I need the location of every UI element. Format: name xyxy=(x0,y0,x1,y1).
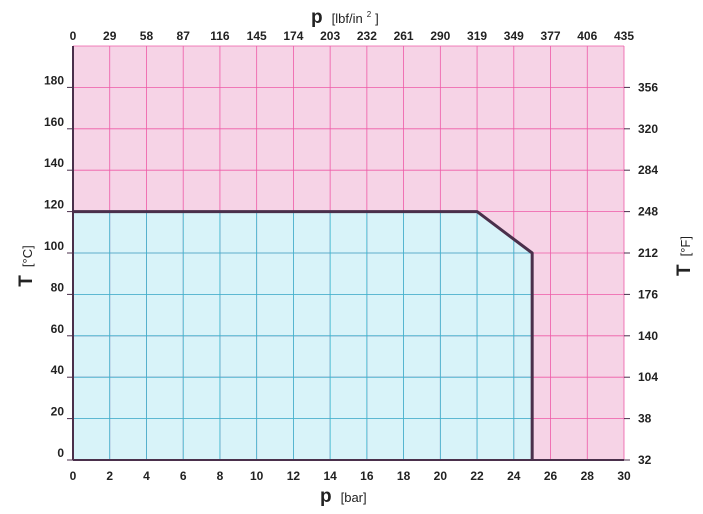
x-top-tick-label: 58 xyxy=(140,29,154,43)
y-right-tick-label: 104 xyxy=(638,370,658,384)
y-right-axis-unit: [°F] xyxy=(678,236,693,256)
x-bottom-tick-label: 0 xyxy=(70,469,77,483)
y-left-tick-label: 100 xyxy=(44,239,64,253)
y-left-tick-label: 160 xyxy=(44,115,64,129)
y-left-tick-label: 120 xyxy=(44,198,64,212)
boundary-line xyxy=(73,210,534,460)
x-bottom-tick-label: 10 xyxy=(250,469,264,483)
y-right-axis-symbol: T xyxy=(674,264,695,276)
tick-marks-right xyxy=(624,86,630,461)
y-right-tick-label: 320 xyxy=(638,122,658,136)
y-right-tick-label: 32 xyxy=(638,453,652,467)
y-right-tick-label: 212 xyxy=(638,246,658,260)
x-bottom-tick-label: 16 xyxy=(360,469,374,483)
x-bottom-tick-label: 12 xyxy=(287,469,301,483)
x-bottom-tick-label: 24 xyxy=(507,469,521,483)
x-bottom-tick-label: 6 xyxy=(180,469,187,483)
x-top-axis-unit-suffix: ] xyxy=(375,11,379,26)
x-bottom-tick-label: 22 xyxy=(470,469,484,483)
y-right-axis-title: T [°F] xyxy=(674,236,695,276)
y-left-axis-symbol: T xyxy=(16,275,37,287)
x-top-tick-label: 0 xyxy=(70,29,77,43)
x-bottom-tick-label: 2 xyxy=(106,469,113,483)
y-right-tick-label: 356 xyxy=(638,80,658,94)
y-left-tick-label: 180 xyxy=(44,73,64,87)
y-left-tick-label: 0 xyxy=(57,446,64,460)
x-bottom-tick-labels: 0 2 4 6 8 10 12 14 16 18 20 22 24 26 28 30 xyxy=(70,469,631,483)
x-top-axis-title: p [lbf/in 2 ] xyxy=(311,4,379,28)
x-top-tick-label: 145 xyxy=(247,29,267,43)
x-top-tick-label: 116 xyxy=(210,29,230,43)
x-top-tick-label: 349 xyxy=(504,29,524,43)
x-bottom-tick-label: 30 xyxy=(617,469,631,483)
x-top-axis-unit-prefix: [lbf/in xyxy=(332,11,363,26)
x-top-tick-label: 203 xyxy=(320,29,340,43)
x-bottom-tick-label: 26 xyxy=(544,469,558,483)
y-right-tick-labels: 32 38 104 140 176 212 248 284 320 356 xyxy=(638,80,658,467)
y-right-tick-label: 38 xyxy=(638,412,652,426)
y-left-tick-label: 40 xyxy=(51,363,65,377)
x-bottom-axis-symbol: p xyxy=(320,486,332,507)
y-left-tick-labels: 0 20 40 60 80 100 120 140 160 180 xyxy=(44,73,64,460)
x-bottom-tick-label: 4 xyxy=(143,469,150,483)
y-left-tick-label: 60 xyxy=(51,322,65,336)
x-bottom-tick-label: 14 xyxy=(323,469,337,483)
x-top-tick-label: 232 xyxy=(357,29,377,43)
x-top-tick-label: 290 xyxy=(430,29,450,43)
x-bottom-tick-label: 20 xyxy=(434,469,448,483)
x-top-tick-label: 29 xyxy=(103,29,117,43)
x-top-axis-symbol: p xyxy=(311,7,323,28)
x-top-tick-label: 377 xyxy=(541,29,561,43)
x-top-tick-label: 261 xyxy=(394,29,414,43)
tick-marks-left xyxy=(67,86,73,461)
x-bottom-tick-label: 28 xyxy=(581,469,595,483)
grid-lines-permitted xyxy=(73,211,533,460)
y-right-tick-label: 176 xyxy=(638,287,658,301)
y-left-tick-label: 80 xyxy=(51,280,65,294)
y-right-tick-label: 140 xyxy=(638,329,658,343)
x-top-tick-label: 435 xyxy=(614,29,634,43)
x-top-tick-label: 406 xyxy=(577,29,597,43)
x-top-tick-label: 87 xyxy=(177,29,191,43)
x-top-tick-labels: 0 29 58 87 116 145 174 203 232 261 290 319 349 377 406… xyxy=(70,29,635,43)
x-top-tick-label: 174 xyxy=(283,29,303,43)
y-left-tick-label: 20 xyxy=(51,405,65,419)
x-bottom-tick-label: 8 xyxy=(217,469,224,483)
x-bottom-axis-unit: [bar] xyxy=(341,490,367,505)
x-top-axis-unit-superscript: 2 xyxy=(367,10,372,19)
y-left-tick-label: 140 xyxy=(44,156,64,170)
y-right-tick-label: 284 xyxy=(638,163,658,177)
x-bottom-tick-label: 18 xyxy=(397,469,411,483)
x-top-tick-label: 319 xyxy=(467,29,487,43)
y-left-axis-title: T [°C] xyxy=(16,245,37,286)
x-bottom-axis-title: p [bar] xyxy=(320,486,367,507)
y-right-tick-label: 248 xyxy=(638,205,658,219)
y-left-axis-unit: [°C] xyxy=(20,245,35,267)
